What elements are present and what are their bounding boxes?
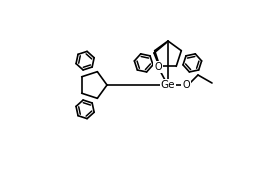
Text: Ge: Ge: [161, 80, 175, 90]
Text: O: O: [154, 62, 162, 72]
Text: O: O: [182, 80, 190, 90]
